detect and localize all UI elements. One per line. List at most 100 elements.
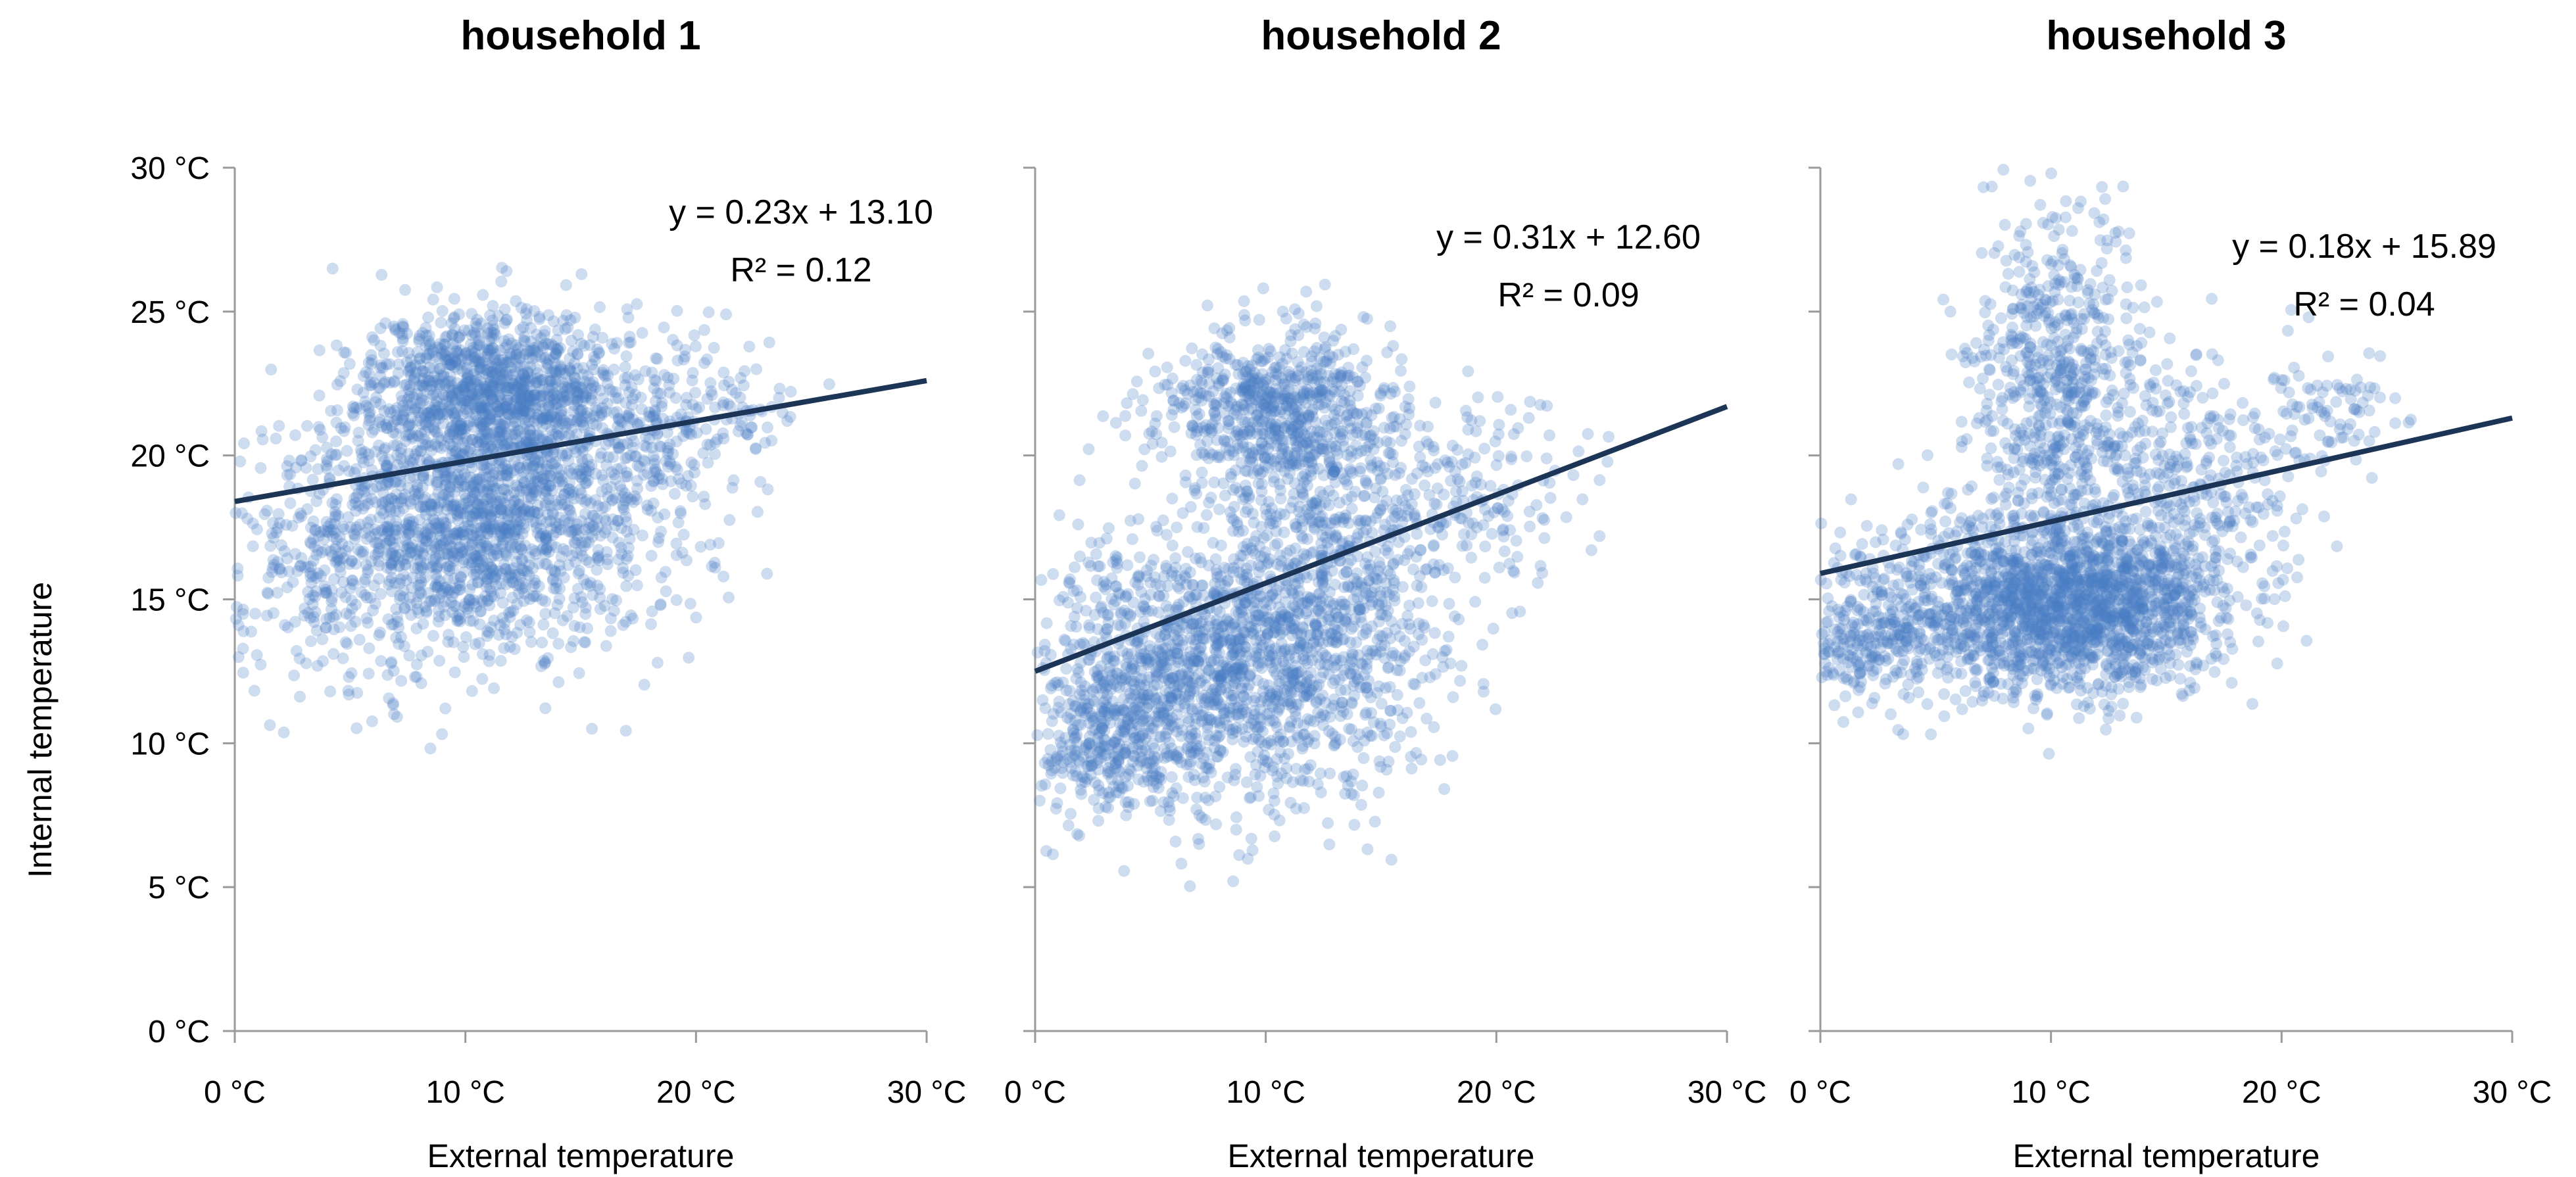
data-point	[499, 398, 511, 410]
data-point	[720, 308, 732, 321]
data-point	[417, 372, 429, 385]
data-point	[1315, 767, 1326, 780]
data-point	[702, 456, 714, 469]
data-point	[498, 439, 510, 451]
data-point	[454, 400, 467, 413]
data-point	[548, 393, 560, 405]
data-point	[392, 367, 404, 379]
data-point	[406, 397, 418, 410]
data-point	[1190, 358, 1203, 371]
data-point	[1273, 814, 1286, 827]
data-point	[462, 324, 475, 337]
data-point	[459, 348, 472, 361]
data-point	[1106, 592, 1118, 605]
data-point	[497, 596, 509, 609]
data-point	[1153, 382, 1165, 395]
data-point	[464, 338, 477, 350]
data-point	[1031, 729, 1044, 741]
data-point	[498, 413, 511, 425]
data-point	[462, 600, 475, 612]
data-point	[548, 357, 561, 370]
data-point	[404, 387, 417, 399]
data-point	[326, 262, 339, 275]
data-point	[504, 348, 516, 360]
data-point	[404, 361, 417, 373]
data-point	[577, 411, 589, 423]
data-point	[416, 327, 429, 339]
data-point	[481, 625, 493, 638]
data-point	[545, 408, 558, 421]
data-point	[480, 416, 493, 428]
data-point	[448, 361, 460, 373]
data-point	[532, 456, 545, 469]
data-point	[598, 527, 611, 539]
data-point	[483, 462, 496, 475]
data-point	[1069, 561, 1081, 573]
data-point	[1202, 299, 1213, 312]
data-point	[395, 675, 408, 687]
data-point	[314, 423, 326, 436]
data-point	[508, 643, 521, 656]
data-point	[473, 550, 485, 562]
data-point	[1230, 811, 1242, 823]
data-point	[1136, 394, 1149, 406]
data-point	[558, 391, 571, 403]
data-point	[617, 619, 629, 631]
data-point	[1179, 354, 1192, 367]
data-point	[577, 573, 590, 586]
data-point	[260, 610, 273, 622]
data-point	[1047, 568, 1059, 580]
data-point	[408, 374, 420, 387]
data-point	[368, 423, 381, 436]
data-point	[537, 618, 550, 631]
data-point	[376, 362, 389, 374]
data-point	[381, 460, 393, 472]
data-point	[520, 404, 532, 417]
data-point	[660, 585, 672, 598]
data-point	[443, 490, 454, 502]
data-point	[278, 726, 290, 738]
data-point	[430, 562, 443, 575]
x-axis-label: External temperature	[1228, 1138, 1535, 1174]
data-point	[420, 329, 433, 342]
data-point	[520, 429, 532, 441]
data-point	[471, 436, 483, 448]
data-point	[548, 364, 560, 377]
data-point	[267, 531, 279, 544]
data-point	[509, 429, 522, 441]
data-point	[466, 462, 478, 474]
data-point	[610, 386, 622, 398]
data-point	[385, 558, 397, 571]
data-point	[308, 611, 320, 623]
data-point	[281, 460, 293, 472]
data-point	[1165, 387, 1178, 399]
data-point	[368, 334, 380, 347]
data-point	[238, 437, 250, 450]
data-point	[531, 527, 544, 539]
data-point	[525, 390, 537, 402]
data-point	[823, 378, 835, 391]
data-point	[294, 690, 306, 703]
data-point	[444, 399, 456, 412]
data-point	[464, 389, 476, 401]
data-point	[1191, 521, 1203, 533]
data-point	[404, 354, 417, 366]
data-point	[612, 413, 625, 425]
data-point	[1070, 621, 1082, 633]
data-point	[325, 404, 337, 417]
data-point	[528, 389, 540, 402]
data-point	[550, 389, 563, 402]
data-point	[576, 550, 589, 562]
data-point	[508, 494, 520, 507]
data-point	[304, 450, 317, 462]
data-point	[449, 498, 462, 510]
data-point	[708, 341, 720, 354]
data-point	[444, 358, 456, 371]
data-point	[511, 403, 523, 416]
data-point	[1125, 648, 1138, 660]
data-point	[1244, 792, 1255, 804]
data-point	[489, 377, 502, 389]
data-point	[457, 640, 470, 653]
data-point	[1208, 322, 1221, 335]
data-point	[520, 303, 533, 315]
